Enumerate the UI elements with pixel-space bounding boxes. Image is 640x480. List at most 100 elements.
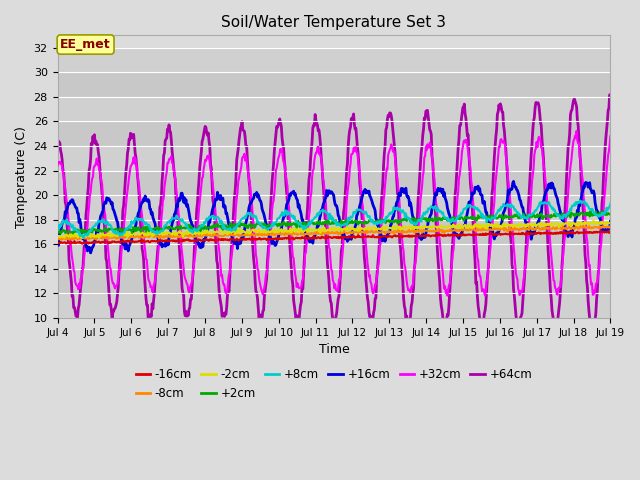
Y-axis label: Temperature (C): Temperature (C) <box>15 126 28 228</box>
+32cm <box>177 228 184 234</box>
+8cm <box>64 221 72 227</box>
Title: Soil/Water Temperature Set 3: Soil/Water Temperature Set 3 <box>221 15 447 30</box>
Bar <box>58 146 611 170</box>
Line: +64cm: +64cm <box>58 95 611 333</box>
-8cm <box>418 230 426 236</box>
+2cm <box>57 231 65 237</box>
-16cm <box>177 238 185 243</box>
+2cm <box>122 227 129 232</box>
-16cm <box>607 228 614 234</box>
+32cm <box>401 264 409 270</box>
+32cm <box>481 293 489 299</box>
-2cm <box>418 225 426 231</box>
-2cm <box>207 230 214 236</box>
-2cm <box>607 220 614 226</box>
-16cm <box>402 233 410 239</box>
Bar <box>58 121 611 146</box>
Bar <box>58 170 611 195</box>
-2cm <box>122 231 129 237</box>
+8cm <box>607 201 614 206</box>
+16cm <box>402 185 410 191</box>
-2cm <box>402 225 410 230</box>
+2cm <box>402 215 410 221</box>
-8cm <box>122 234 129 240</box>
-8cm <box>65 236 72 241</box>
+16cm <box>607 218 614 224</box>
-8cm <box>402 229 410 235</box>
+2cm <box>65 228 72 234</box>
+64cm <box>606 92 614 97</box>
X-axis label: Time: Time <box>319 343 349 356</box>
+8cm <box>577 198 584 204</box>
+32cm <box>64 204 72 210</box>
+64cm <box>206 144 214 149</box>
Line: +8cm: +8cm <box>58 201 611 238</box>
+8cm <box>54 227 61 232</box>
-8cm <box>54 237 61 242</box>
-2cm <box>61 235 68 241</box>
Bar <box>58 293 611 318</box>
+8cm <box>122 228 129 234</box>
+16cm <box>509 179 517 184</box>
Line: -8cm: -8cm <box>58 226 611 240</box>
+32cm <box>607 133 614 139</box>
+32cm <box>417 190 425 196</box>
+64cm <box>588 330 596 336</box>
+16cm <box>177 190 185 196</box>
+32cm <box>573 128 580 134</box>
+16cm <box>64 204 72 210</box>
+32cm <box>206 160 214 166</box>
+64cm <box>54 142 61 148</box>
+2cm <box>177 226 185 231</box>
+16cm <box>122 246 129 252</box>
+64cm <box>120 192 128 197</box>
-8cm <box>207 233 214 239</box>
+8cm <box>418 213 426 219</box>
-16cm <box>66 241 74 247</box>
+16cm <box>207 214 214 220</box>
+2cm <box>54 229 61 235</box>
+64cm <box>607 93 614 98</box>
Bar <box>58 220 611 244</box>
+64cm <box>401 306 409 312</box>
Line: -16cm: -16cm <box>58 231 611 244</box>
Bar <box>58 195 611 220</box>
+16cm <box>87 250 95 256</box>
-2cm <box>589 218 597 224</box>
-16cm <box>207 237 214 243</box>
-16cm <box>418 233 426 239</box>
+64cm <box>417 149 425 155</box>
-8cm <box>177 233 185 239</box>
+32cm <box>54 163 61 168</box>
-8cm <box>607 223 614 229</box>
+8cm <box>177 218 185 224</box>
+16cm <box>418 236 426 241</box>
+8cm <box>80 235 88 240</box>
+64cm <box>64 229 72 235</box>
-16cm <box>122 239 129 245</box>
Legend: -16cm, -8cm, -2cm, +2cm, +8cm, +16cm, +32cm, +64cm: -16cm, -8cm, -2cm, +2cm, +8cm, +16cm, +3… <box>131 363 537 405</box>
+2cm <box>587 208 595 214</box>
-16cm <box>604 228 612 234</box>
Bar <box>58 48 611 72</box>
Line: +16cm: +16cm <box>58 181 611 253</box>
-16cm <box>64 240 72 246</box>
+64cm <box>177 263 184 269</box>
Bar <box>58 269 611 293</box>
+2cm <box>418 216 426 222</box>
+8cm <box>402 210 410 216</box>
-2cm <box>177 230 185 236</box>
-16cm <box>54 240 61 246</box>
+16cm <box>54 234 61 240</box>
-2cm <box>65 234 72 240</box>
Line: +2cm: +2cm <box>58 211 611 234</box>
+2cm <box>207 225 214 231</box>
Line: +32cm: +32cm <box>58 131 611 296</box>
Bar <box>58 97 611 121</box>
Bar <box>58 72 611 97</box>
-8cm <box>585 223 593 228</box>
Bar <box>58 244 611 269</box>
+2cm <box>607 211 614 217</box>
Text: EE_met: EE_met <box>60 38 111 51</box>
-2cm <box>54 233 61 239</box>
